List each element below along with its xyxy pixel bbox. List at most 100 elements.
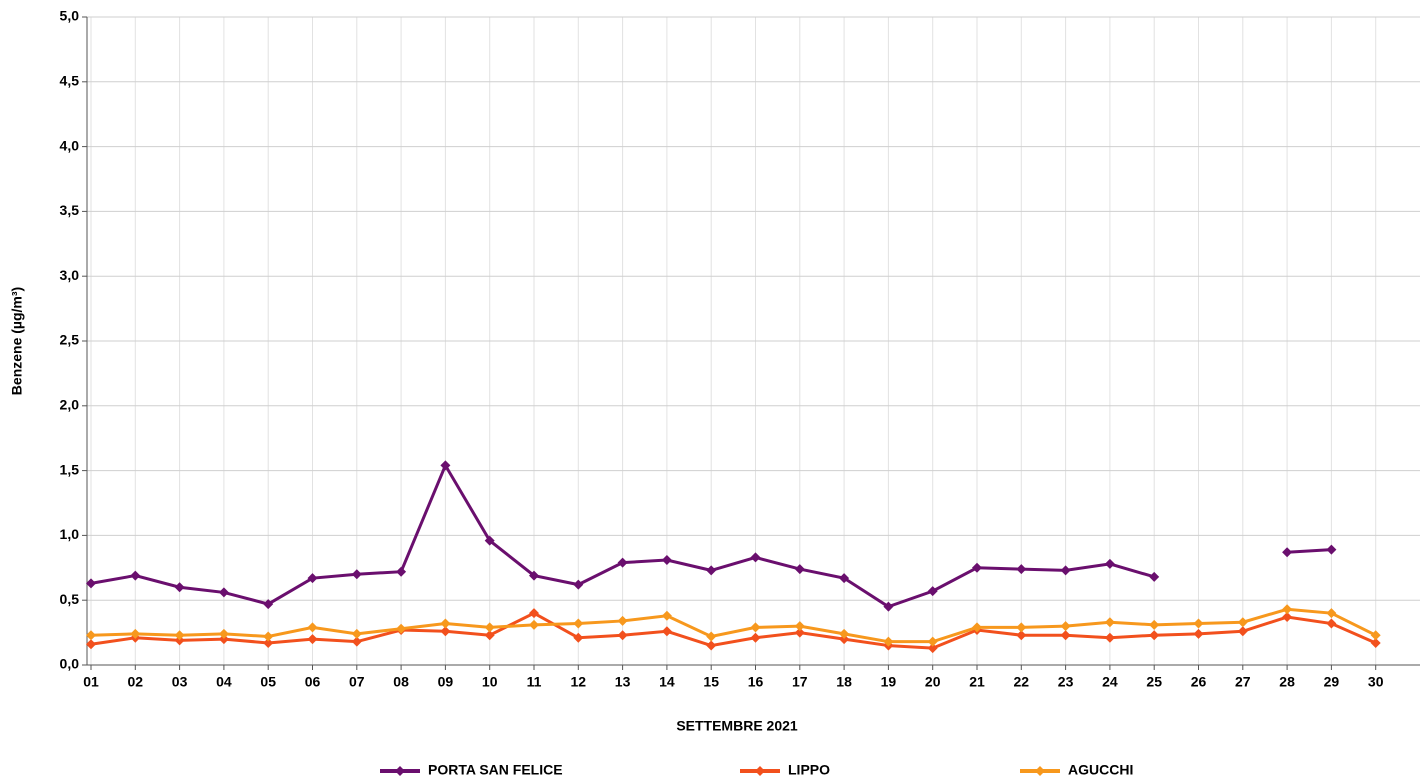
point [307, 634, 318, 645]
point [263, 599, 274, 610]
point [1016, 622, 1027, 633]
y-tick-label: 1,5 [60, 461, 80, 477]
x-tick-label: 24 [1102, 674, 1118, 690]
point [86, 639, 96, 650]
point [1326, 618, 1337, 629]
y-tick-label: 3,5 [60, 202, 80, 218]
point [484, 535, 495, 546]
x-tick-label: 04 [216, 674, 232, 690]
legend-label: AGUCCHI [1068, 762, 1133, 778]
point [927, 636, 938, 647]
point [661, 626, 672, 637]
x-tick-label: 01 [83, 674, 99, 690]
point [529, 608, 539, 619]
point [1193, 628, 1204, 639]
x-tick-label: 06 [305, 674, 321, 690]
y-tick-label: 1,0 [60, 526, 80, 542]
y-tick-label: 2,0 [60, 397, 80, 413]
x-tick-label: 21 [969, 674, 985, 690]
point [1104, 558, 1115, 569]
x-tick-label: 16 [748, 674, 764, 690]
point [617, 557, 628, 568]
point [1016, 630, 1027, 641]
point [1193, 618, 1204, 629]
point [218, 587, 229, 598]
point [972, 622, 982, 633]
point [617, 630, 628, 641]
x-tick-label: 14 [659, 674, 675, 690]
point [263, 637, 274, 648]
x-tick-label: 13 [615, 674, 631, 690]
point [1326, 544, 1337, 555]
point [440, 626, 451, 637]
x-tick-label: 23 [1058, 674, 1074, 690]
point [307, 622, 318, 633]
point [883, 601, 894, 612]
x-tick-label: 15 [703, 674, 719, 690]
x-tick-label: 05 [260, 674, 276, 690]
x-tick-label: 18 [836, 674, 852, 690]
point [794, 564, 805, 575]
point [351, 628, 362, 639]
point [1370, 637, 1381, 648]
point [263, 631, 274, 642]
point [661, 555, 672, 566]
point [617, 615, 628, 626]
y-tick-label: 2,5 [60, 332, 80, 348]
point [839, 573, 850, 584]
point [1060, 565, 1071, 576]
point [1149, 630, 1160, 641]
legend-label: PORTA SAN FELICE [428, 762, 563, 778]
point [883, 636, 894, 647]
x-tick-label: 22 [1014, 674, 1030, 690]
y-tick-label: 5,0 [60, 8, 80, 24]
x-tick-label: 30 [1368, 674, 1384, 690]
point [529, 570, 539, 581]
point [396, 623, 407, 634]
x-tick-label: 12 [571, 674, 587, 690]
x-tick-label: 19 [881, 674, 897, 690]
x-tick-label: 10 [482, 674, 498, 690]
legend-label: LIPPO [788, 762, 830, 778]
x-tick-label: 26 [1191, 674, 1207, 690]
point [1060, 630, 1071, 641]
point [1149, 619, 1160, 630]
point [484, 630, 495, 641]
point [573, 632, 584, 643]
point [1282, 604, 1293, 615]
x-tick-label: 08 [393, 674, 409, 690]
point [573, 618, 584, 629]
y-tick-label: 0,5 [60, 591, 80, 607]
x-tick-label: 20 [925, 674, 941, 690]
point [706, 640, 717, 651]
x-tick-label: 29 [1324, 674, 1340, 690]
point [794, 627, 805, 638]
point [351, 569, 362, 580]
point [130, 628, 141, 639]
x-tick-label: 02 [128, 674, 144, 690]
legend-marker [395, 766, 405, 776]
point [174, 630, 185, 641]
x-tick-label: 17 [792, 674, 808, 690]
legend-marker [1035, 766, 1045, 776]
point [1149, 571, 1160, 582]
point [927, 586, 938, 597]
point [351, 636, 362, 647]
point [1016, 564, 1027, 575]
point [706, 631, 717, 642]
x-tick-label: 07 [349, 674, 365, 690]
point [573, 579, 584, 590]
y-tick-label: 0,0 [60, 656, 80, 672]
point [794, 621, 805, 632]
legend-marker [755, 766, 765, 776]
point [174, 582, 185, 593]
point [1370, 630, 1381, 641]
point [1060, 621, 1071, 632]
y-tick-label: 4,5 [60, 73, 80, 89]
y-axis-label: Benzene (µg/m³) [9, 287, 25, 395]
point [750, 632, 761, 643]
point [839, 634, 850, 645]
x-tick-label: 09 [438, 674, 454, 690]
y-tick-label: 4,0 [60, 137, 80, 153]
